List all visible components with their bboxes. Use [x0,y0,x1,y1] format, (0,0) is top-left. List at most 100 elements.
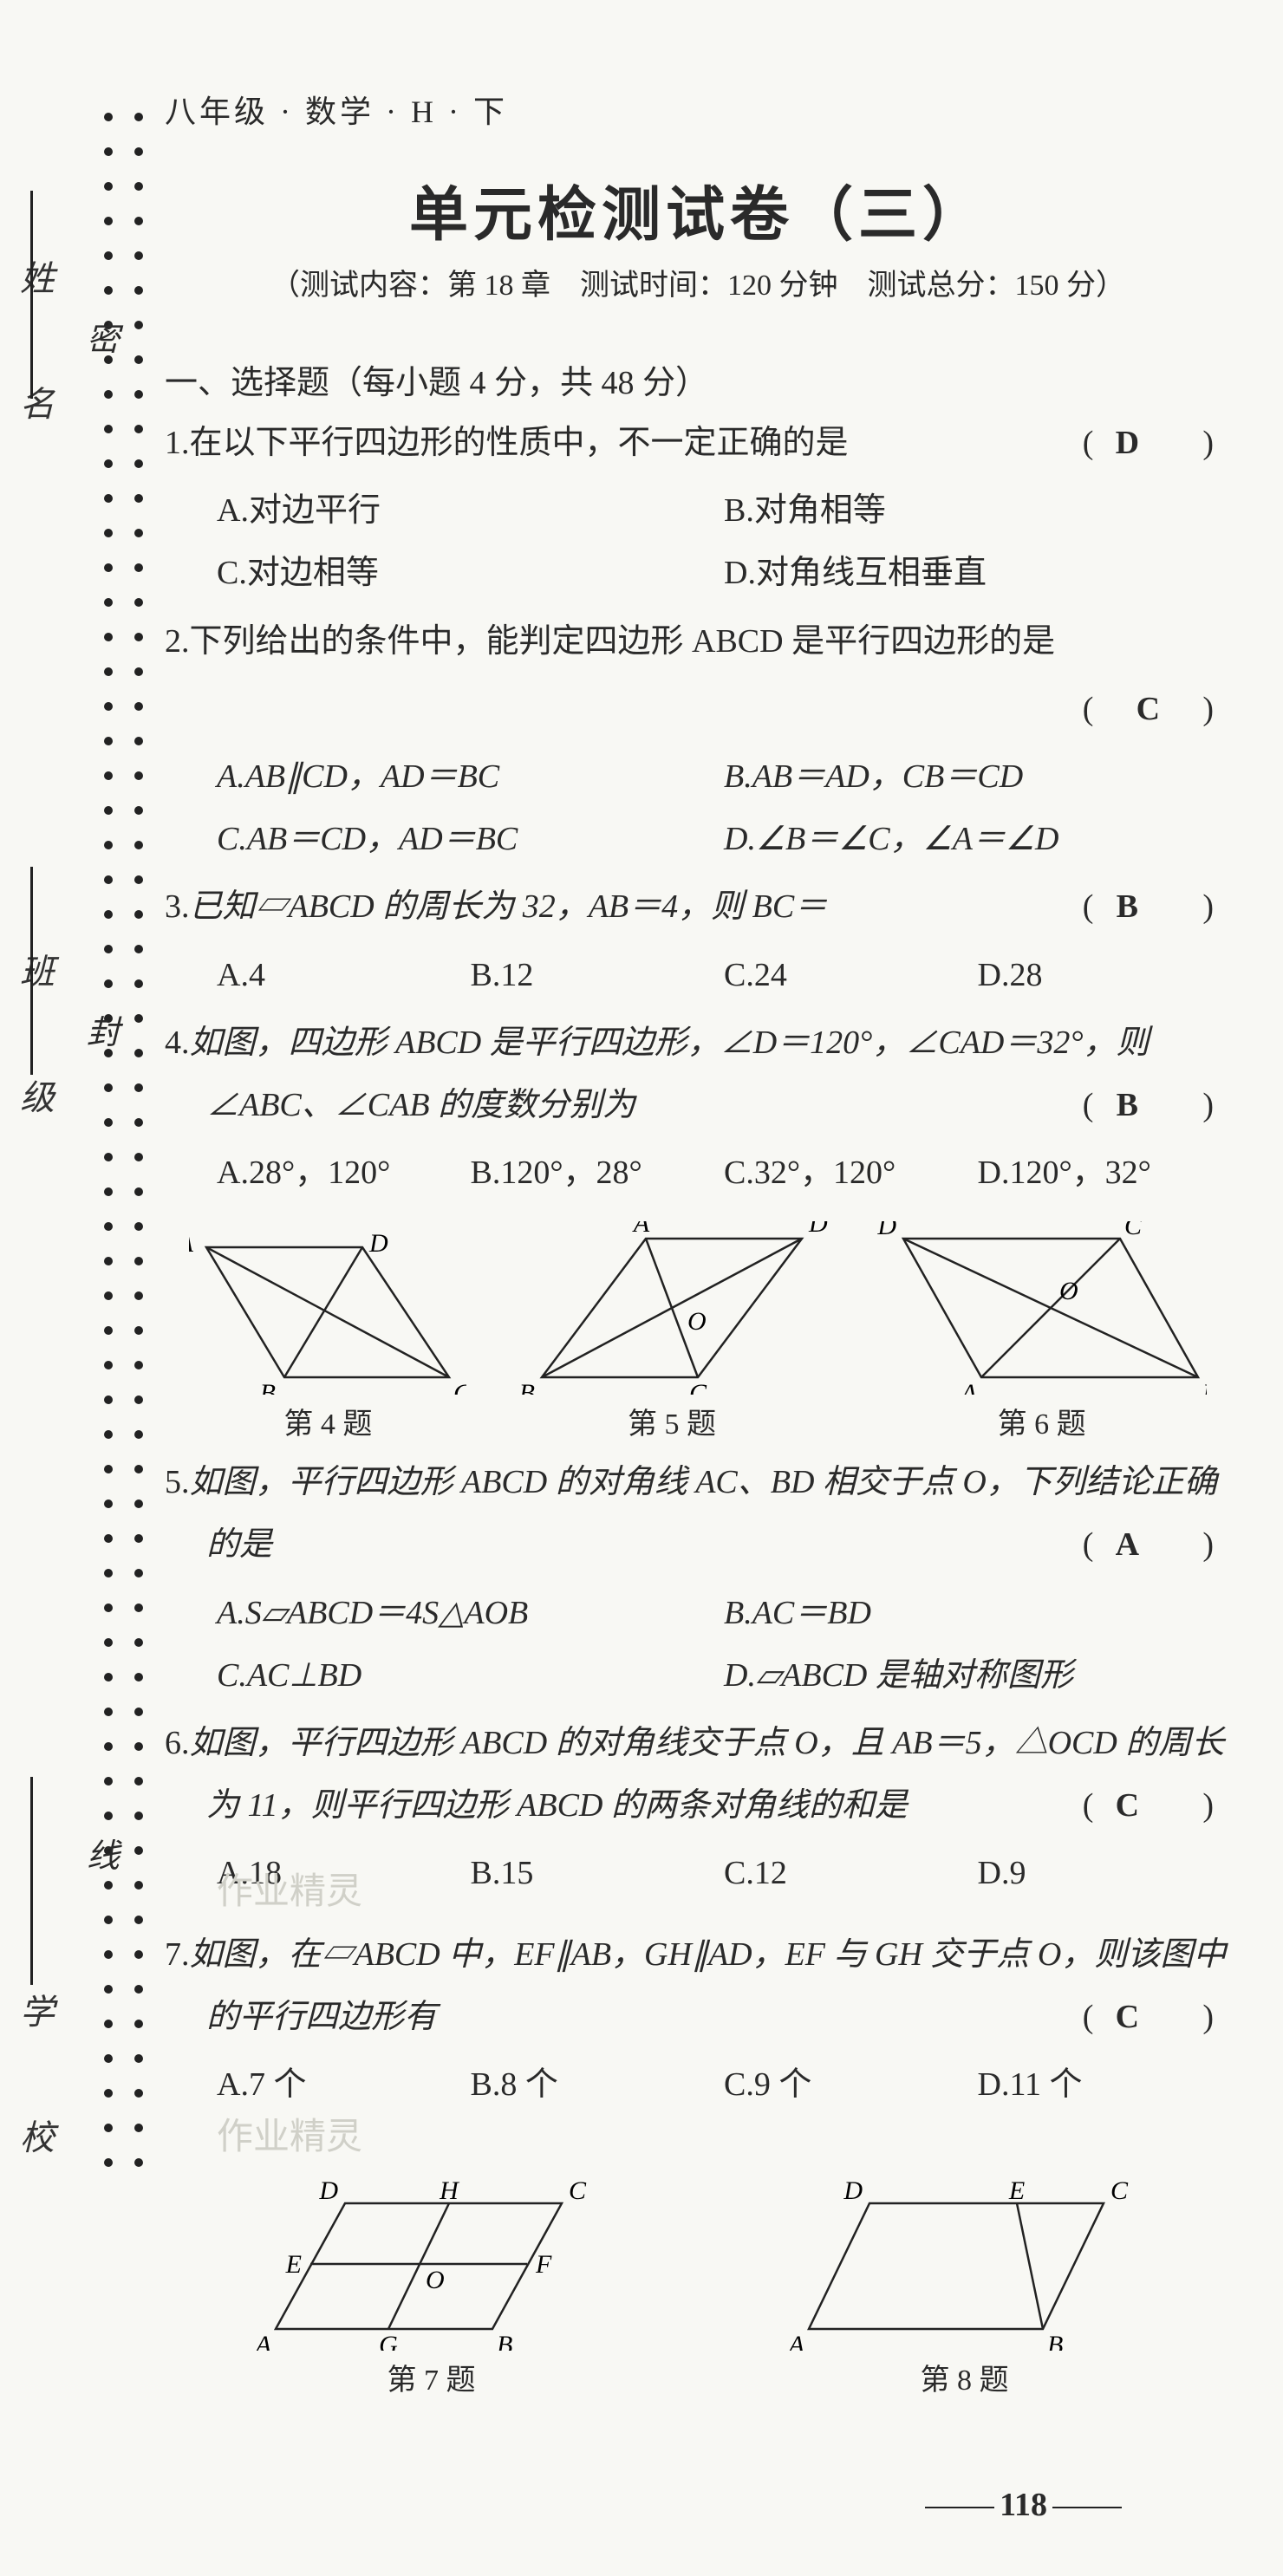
svg-text:B: B [519,1379,535,1395]
margin-line-2 [30,867,33,1075]
section-1-heading: 一、选择题（每小题 4 分，共 48 分） [165,355,1231,403]
svg-text:B: B [497,2331,512,2351]
q5-opt-b: B.AC＝BD [724,1582,1231,1644]
question-5: 5.如图，平行四边形 ABCD 的对角线 AC、BD 相交于点 O，下列结论正确… [165,1451,1231,1576]
question-4: 4.如图，四边形 ABCD 是平行四边形，∠D＝120°，∠CAD＝32°，则∠… [165,1012,1231,1136]
q2-options: A.AB∥CD，AD＝BC B.AB＝AD，CB＝CD C.AB＝CD，AD＝B… [165,745,1231,870]
svg-text:B: B [260,1379,276,1395]
q3-text: 已知▱ABCD 的周长为 32，AB＝4，则 BC＝ [190,888,828,925]
q6-answer-paren: ( C ) [1124,1774,1214,1837]
q3-answer: B [1126,875,1169,938]
q4-opt-a: A.28°，120° [217,1142,471,1204]
margin-label-class: 班 级 [9,953,59,1140]
q6-text: 如图，平行四边形 ABCD 的对角线交于点 O，且 AB＝5，△OCD 的周长为… [190,1725,1225,1824]
q4-num: 4. [165,1025,190,1061]
q7-answer-paren: ( C ) [1124,1986,1214,2048]
q4-options: A.28°，120° B.120°，28° C.32°，120° D.120°，… [165,1142,1231,1204]
dot-column-1 [95,87,121,2470]
svg-text:C: C [569,2177,587,2205]
binding-margin: 姓 名 密 班 级 封 学 校 线 [35,87,139,2470]
seal-feng: 封 [87,1005,120,1053]
q5-opt-c: C.AC⊥BD [217,1644,724,1707]
q4-opt-d: D.120°，32° [978,1142,1232,1204]
svg-text:C: C [689,1379,707,1395]
figure-4-caption: 第 4 题 [189,1400,466,1442]
margin-label-school: 学 校 [9,1994,59,2180]
figure-7-caption: 第 7 题 [250,2356,614,2398]
q5-opt-a: A.S▱ABCD＝4S△AOB [217,1582,724,1644]
margin-label-name: 姓 名 [9,260,59,446]
page-number-value: 118 [1000,2487,1047,2523]
q3-num: 3. [165,888,190,925]
svg-text:H: H [439,2177,460,2205]
svg-text:F: F [535,2250,552,2279]
q2-opt-a: A.AB∥CD，AD＝BC [217,745,724,808]
svg-text:A: A [189,1229,194,1258]
q3-opt-d: D.28 [978,944,1232,1006]
q4-answer-paren: ( B ) [1124,1074,1214,1136]
svg-text:O: O [687,1307,707,1336]
q6-num: 6. [165,1725,190,1761]
svg-text:D: D [808,1221,828,1238]
figure-row-78: DHCEOFAGB 第 7 题 DECAB 第 8 题 [165,2177,1231,2398]
svg-text:D: D [368,1229,388,1258]
figure-5: ADBCO 第 5 题 [516,1221,828,1442]
q1-options: A.对边平行 B.对角相等 C.对边相等 D.对角线互相垂直 [165,479,1231,604]
q1-text: 在以下平行四边形的性质中，不一定正确的是 [190,425,849,461]
svg-text:C: C [453,1379,466,1395]
q7-text: 如图，在▱ABCD 中，EF∥AB，GH∥AD，EF 与 GH 交于点 O，则该… [190,1936,1227,2035]
question-7: 7.如图，在▱ABCD 中，EF∥AB，GH∥AD，EF 与 GH 交于点 O，… [165,1923,1231,2048]
exam-page: 姓 名 密 班 级 封 学 校 线 八年级 · 数学 · H · 下 单元检测试… [0,0,1283,2576]
figure-5-svg: ADBCO [516,1221,828,1395]
running-header: 八年级 · 数学 · H · 下 [165,87,1231,132]
svg-text:A: A [959,1379,977,1395]
svg-text:O: O [426,2266,445,2294]
q1-opt-a: A.对边平行 [217,479,724,542]
svg-text:E: E [1007,2177,1024,2205]
q3-answer-paren: ( B ) [1124,875,1214,938]
exam-subtitle: （测试内容：第 18 章 测试时间：120 分钟 测试总分：150 分） [165,261,1231,303]
q1-num: 1. [165,425,190,461]
svg-text:D: D [318,2177,338,2205]
q2-num: 2. [165,623,190,660]
q2-answer-line: ( C ) [165,678,1231,740]
q7-num: 7. [165,1936,190,1973]
question-6: 6.如图，平行四边形 ABCD 的对角线交于点 O，且 AB＝5，△OCD 的周… [165,1712,1231,1837]
figure-7-svg: DHCEOFAGB [250,2177,614,2351]
q5-options: A.S▱ABCD＝4S△AOB B.AC＝BD C.AC⊥BD D.▱ABCD … [165,1582,1231,1707]
figure-6-caption: 第 6 题 [877,1400,1207,1442]
watermark-1: 作业精灵 [217,1862,1283,1915]
figure-8-caption: 第 8 题 [783,2356,1147,2398]
question-2: 2.下列给出的条件中，能判定四边形 ABCD 是平行四边形的是 [165,610,1231,673]
q4-opt-c: C.32°，120° [724,1142,978,1204]
figure-row-456: ADBC 第 4 题 ADBCO 第 5 题 DCABO 第 6 题 [165,1221,1231,1442]
seal-mi: 密 [87,312,120,360]
figure-7: DHCEOFAGB 第 7 题 [250,2177,614,2398]
q5-num: 5. [165,1464,190,1500]
svg-text:C: C [1110,2177,1129,2205]
q4-opt-b: B.120°，28° [471,1142,725,1204]
svg-text:C: C [1124,1221,1143,1240]
q2-opt-d: D.∠B＝∠C，∠A＝∠D [724,808,1231,870]
q5-answer: A [1126,1513,1169,1576]
watermark-2: 作业精灵 [217,2107,1283,2160]
q2-opt-b: B.AB＝AD，CB＝CD [724,745,1231,808]
q7-answer: C [1126,1986,1169,2048]
svg-text:O: O [1059,1277,1078,1305]
q3-opt-a: A.4 [217,944,471,1006]
dot-column-2 [126,87,152,2470]
page-number: 118 [920,2486,1127,2524]
q1-answer: D [1126,412,1169,474]
q1-opt-c: C.对边相等 [217,542,724,604]
svg-text:B: B [1202,1379,1207,1395]
q5-answer-paren: ( A ) [1124,1513,1214,1576]
q4-answer: B [1126,1074,1169,1136]
q1-opt-b: B.对角相等 [724,479,1231,542]
figure-4: A D B C 第 4 题 [189,1221,466,1442]
q3-options: A.4 B.12 C.24 D.28 [165,944,1231,1006]
q2-opt-c: C.AB＝CD，AD＝BC [217,808,724,870]
question-3: 3.已知▱ABCD 的周长为 32，AB＝4，则 BC＝ ( B ) [165,875,1231,938]
q3-opt-b: B.12 [471,944,725,1006]
q5-opt-d: D.▱ABCD 是轴对称图形 [724,1644,1231,1707]
q1-answer-paren: ( D ) [1124,412,1214,474]
